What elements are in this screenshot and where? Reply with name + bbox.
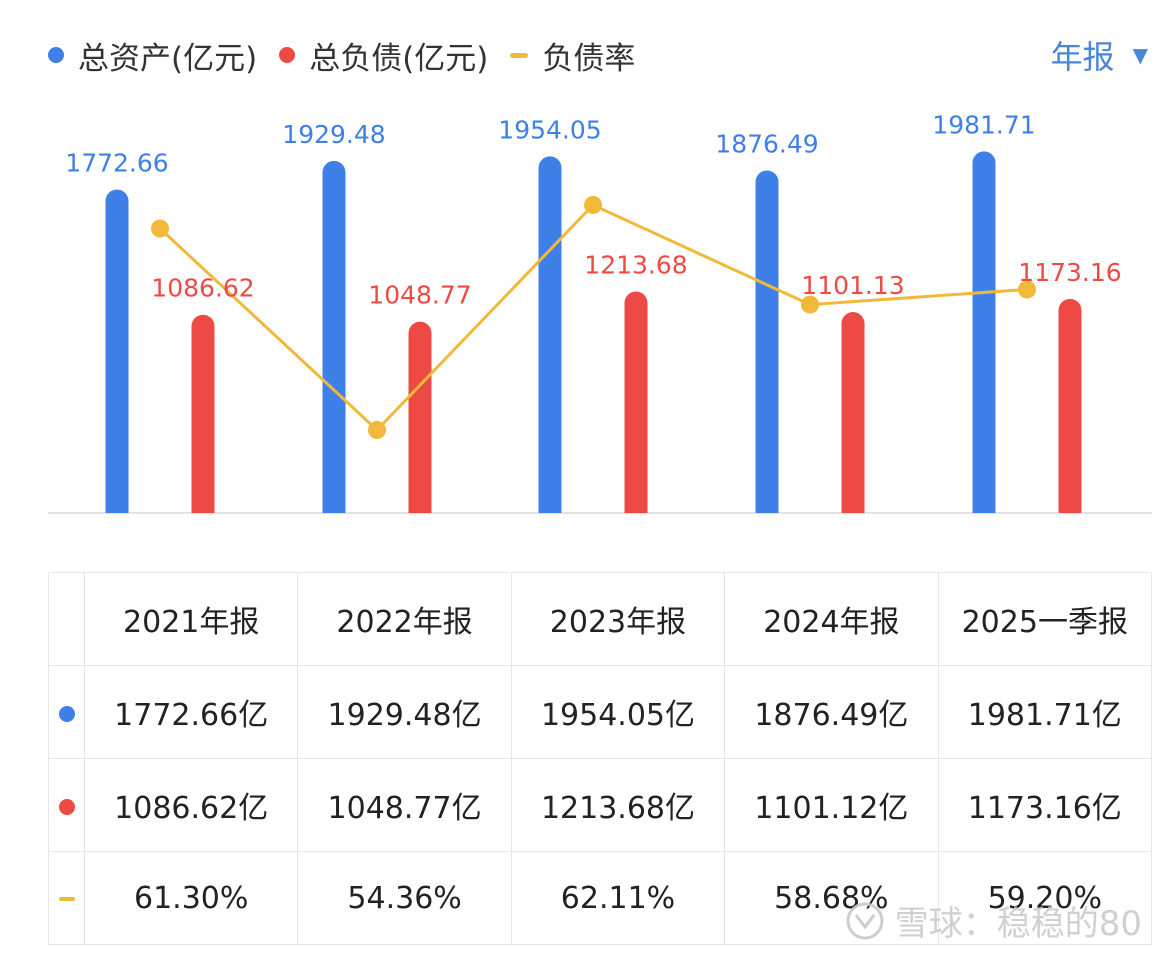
table-header-marker-cell (48, 572, 85, 666)
debt-ratio-dash-icon (510, 52, 529, 58)
total-liabilities-value-label: 1086.62 (151, 274, 254, 303)
data-table: 2021年报 2022年报 2023年报 2024年报 2025一季报 1772… (48, 572, 1153, 945)
legend-label-debt-ratio: 负债率 (542, 40, 636, 77)
total-liabilities-bars (191, 291, 1082, 513)
legend-item-total-liabilities[interactable]: 总负债(亿元) (279, 33, 488, 78)
table-cell: 1048.77亿 (297, 758, 512, 852)
total-assets-bar (972, 151, 996, 513)
total-liabilities-bar (841, 312, 865, 513)
table-row-total-assets: 1772.66亿 1929.48亿 1954.05亿 1876.49亿 1981… (48, 665, 1153, 759)
table-cell: 59.20% (937, 851, 1153, 945)
table-cell: 1954.05亿 (510, 665, 726, 759)
table-row-total-liabilities: 1086.62亿 1048.77亿 1213.68亿 1101.12亿 1173… (48, 758, 1153, 852)
table-cell: 62.11% (510, 851, 726, 945)
legend-item-total-assets[interactable]: 总资产(亿元) (48, 33, 257, 78)
total-assets-value-label: 1981.71 (932, 110, 1035, 139)
period-selector[interactable]: 年报 ▼ (1051, 30, 1148, 80)
total-assets-value-label: 1772.66 (65, 148, 168, 177)
total-assets-bar (105, 189, 129, 513)
table-header-cell: 2025一季报 (937, 572, 1153, 666)
chevron-down-icon: ▼ (1132, 43, 1148, 67)
total-assets-dot-icon (58, 705, 75, 722)
table-cell: 58.68% (724, 851, 939, 945)
legend-item-debt-ratio[interactable]: 负债率 (510, 33, 635, 78)
debt-ratio-polyline (158, 203, 1028, 433)
debt-ratio-point (368, 421, 386, 439)
table-header-cell: 2023年报 (510, 572, 726, 666)
watermark-text: 雪球：稳稳的80 (894, 904, 1142, 944)
debt-ratio-point (584, 196, 602, 214)
total-liabilities-value-label: 1048.77 (368, 281, 471, 310)
total-liabilities-dot-icon (58, 798, 75, 815)
table-header-cell: 2024年报 (724, 572, 939, 666)
period-selector-label: 年报 (1050, 38, 1115, 76)
row-marker-cell (48, 665, 85, 759)
watermark: 雪球：稳稳的80 (845, 896, 1142, 945)
table-header-cell: 2022年报 (297, 572, 512, 666)
total-assets-bar (538, 156, 562, 513)
table-cell: 1772.66亿 (83, 665, 299, 759)
table-header-cell: 2021年报 (83, 572, 299, 666)
total-assets-value-label: 1876.49 (715, 130, 818, 159)
total-liabilities-bar (191, 314, 215, 513)
table-cell: 1086.62亿 (83, 758, 299, 852)
chart-legend: 总资产(亿元) 总负债(亿元) 负债率 (48, 30, 657, 80)
legend-label-total-liabilities: 总负债(亿元) (309, 40, 489, 77)
debt-ratio-point (801, 295, 819, 314)
total-liabilities-bar (408, 321, 432, 513)
debt-ratio-dash-icon (58, 897, 75, 901)
total-liabilities-dot-icon (279, 47, 296, 63)
total-liabilities-bar (624, 291, 648, 513)
bar-value-labels: 1772.66 1086.62 1929.48 1048.77 1954.05 1213.… (65, 110, 1121, 309)
table-cell: 1981.71亿 (937, 665, 1153, 759)
total-assets-value-label: 1954.05 (498, 115, 601, 144)
total-liabilities-value-label: 1213.68 (584, 251, 687, 280)
table-cell: 54.36% (297, 851, 512, 945)
total-assets-value-label: 1929.48 (282, 120, 385, 149)
total-assets-bar (755, 170, 779, 513)
snowball-logo-icon (846, 902, 884, 939)
table-header-row: 2021年报 2022年报 2023年报 2024年报 2025一季报 (48, 572, 1153, 666)
table-row-debt-ratio: 61.30% 54.36% 62.11% 58.68% 59.20% (48, 851, 1153, 945)
debt-ratio-line (151, 196, 1036, 439)
row-marker-cell (48, 758, 85, 852)
table-cell: 61.30% (83, 851, 299, 945)
debt-ratio-point (1018, 280, 1036, 299)
total-assets-dot-icon (48, 47, 64, 63)
table-cell: 1213.68亿 (510, 758, 726, 852)
debt-ratio-point (151, 219, 169, 238)
total-assets-bar (322, 160, 346, 513)
table-cell: 1101.12亿 (724, 758, 939, 852)
total-liabilities-bar (1058, 298, 1082, 513)
table-cell: 1876.49亿 (724, 665, 939, 759)
row-marker-cell (48, 851, 85, 945)
legend-label-total-assets: 总资产(亿元) (78, 40, 258, 77)
table-cell: 1173.16亿 (937, 758, 1153, 852)
table-cell: 1929.48亿 (297, 665, 512, 759)
total-liabilities-value-label: 1173.16 (1018, 258, 1121, 287)
chart-plot-area: 1772.66 1086.62 1929.48 1048.77 1954.05 1213.… (48, 110, 1152, 514)
total-liabilities-value-label: 1101.13 (801, 271, 904, 300)
